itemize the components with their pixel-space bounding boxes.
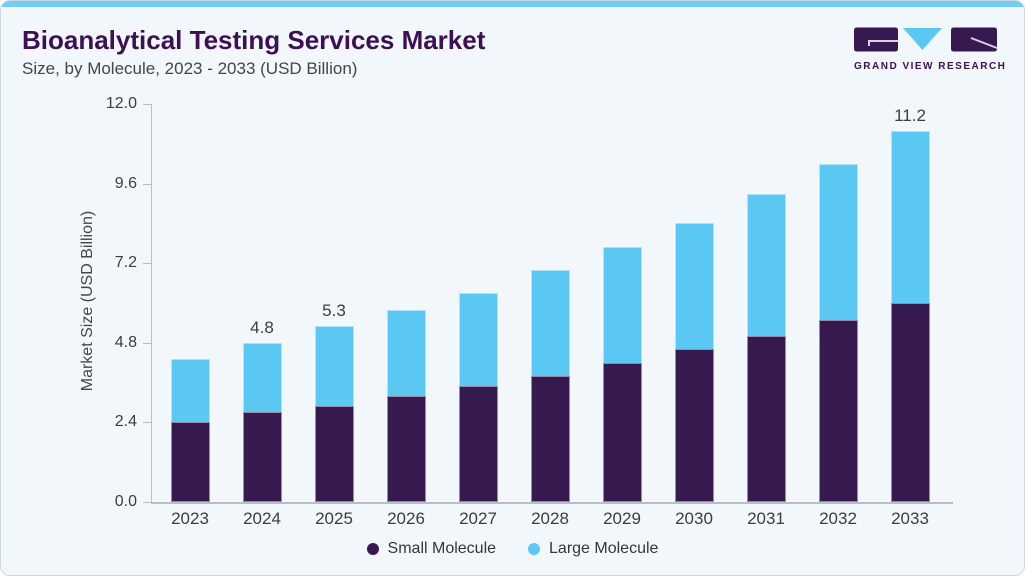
y-axis-line — [151, 104, 152, 502]
bar-group-2028 — [530, 269, 570, 502]
x-axis-year-label: 2028 — [531, 509, 569, 528]
x-axis-year-label: 2031 — [747, 509, 785, 528]
legend-label: Small Molecule — [387, 540, 497, 557]
x-axis-year-label: 2032 — [819, 509, 857, 528]
bar-group-2030 — [674, 223, 714, 502]
x-axis-year-label: 2030 — [675, 509, 713, 528]
bar-segment-large-molecule — [242, 342, 282, 413]
bar-segment-small-molecule — [170, 422, 210, 502]
chart-header: Bioanalytical Testing Services Market Si… — [22, 25, 485, 79]
legend-item-small-molecule: Small Molecule — [366, 540, 497, 558]
bar-segment-large-molecule — [458, 293, 498, 386]
bar-segment-large-molecule — [530, 269, 570, 376]
bar-segment-small-molecule — [386, 395, 426, 502]
page-subtitle: Size, by Molecule, 2023 - 2033 (USD Bill… — [22, 59, 358, 78]
y-axis-tick-mark — [143, 342, 151, 344]
y-axis-tick-mark — [143, 263, 151, 265]
y-axis-tick-label: 7.2 — [114, 254, 137, 272]
x-axis-year-label: 2026 — [387, 509, 425, 528]
y-axis-tick-label: 0.0 — [114, 493, 137, 510]
bar-segment-small-molecule — [602, 362, 642, 502]
bar-group-2031 — [746, 193, 786, 502]
bar-segment-large-molecule — [602, 246, 642, 363]
gvr-logo-icon — [854, 27, 998, 52]
bar-segment-large-molecule — [674, 223, 714, 350]
bar-segment-large-molecule — [386, 309, 426, 396]
bar-segment-large-molecule — [314, 326, 354, 406]
bar-segment-small-molecule — [890, 302, 930, 502]
bar-group-2025: 5.3 — [314, 301, 354, 502]
x-axis-year-label: 2025 — [315, 509, 353, 528]
bar-group-2032 — [818, 163, 858, 502]
x-axis-year-label: 2029 — [603, 509, 641, 528]
y-axis-tick-label: 12.0 — [105, 95, 137, 112]
small-molecule-dot-icon — [366, 543, 379, 555]
bar-group-2023 — [170, 359, 210, 502]
x-axis-year-label: 2023 — [171, 509, 209, 528]
bar-segment-large-molecule — [890, 130, 930, 303]
bar-group-2026 — [386, 309, 426, 502]
bar-segment-small-molecule — [674, 349, 714, 502]
y-axis-title: Market Size (USD Billion) — [79, 210, 96, 392]
bar-group-2029 — [602, 246, 642, 502]
y-axis-tick-label: 4.8 — [114, 333, 137, 351]
bar-segment-large-molecule — [746, 193, 786, 337]
large-molecule-dot-icon — [528, 543, 541, 555]
bar-total-label: 5.3 — [322, 301, 346, 321]
y-axis-tick-label: 9.6 — [114, 174, 137, 192]
y-axis-tick-mark — [143, 422, 151, 424]
y-axis-tick-mark — [143, 502, 151, 503]
bar-segment-large-molecule — [818, 163, 858, 320]
bar-group-2024: 4.8 — [242, 318, 282, 502]
x-axis-line — [151, 502, 953, 504]
top-accent-bar — [1, 1, 1024, 7]
brand-logo-text: GRAND VIEW RESEARCH — [854, 61, 1007, 72]
y-axis-tick-mark — [143, 183, 151, 185]
bar-group-2033: 11.2 — [890, 106, 930, 502]
legend-item-large-molecule: Large Molecule — [528, 540, 658, 558]
chart-legend: Small Molecule Large Molecule — [1, 540, 1024, 558]
x-axis-year-label: 2024 — [243, 509, 281, 528]
bar-segment-large-molecule — [170, 359, 210, 423]
y-axis-tick-label: 2.4 — [114, 413, 137, 431]
bar-group-2027 — [458, 293, 498, 502]
bar-segment-small-molecule — [242, 412, 282, 502]
y-axis-tick-mark — [143, 104, 151, 105]
brand-logo: GRAND VIEW RESEARCH — [854, 27, 1007, 72]
bar-segment-small-molecule — [746, 336, 786, 502]
bar-segment-small-molecule — [818, 319, 858, 502]
bar-total-label: 4.8 — [250, 317, 274, 337]
bar-segment-small-molecule — [314, 405, 354, 502]
bar-segment-small-molecule — [530, 375, 570, 502]
x-axis-year-label: 2027 — [459, 509, 497, 528]
bar-total-label: 11.2 — [894, 105, 926, 125]
x-axis-year-label: 2033 — [891, 509, 929, 528]
page-title: Bioanalytical Testing Services Market — [22, 25, 486, 55]
legend-label: Large Molecule — [549, 540, 659, 557]
bar-segment-small-molecule — [458, 385, 498, 502]
